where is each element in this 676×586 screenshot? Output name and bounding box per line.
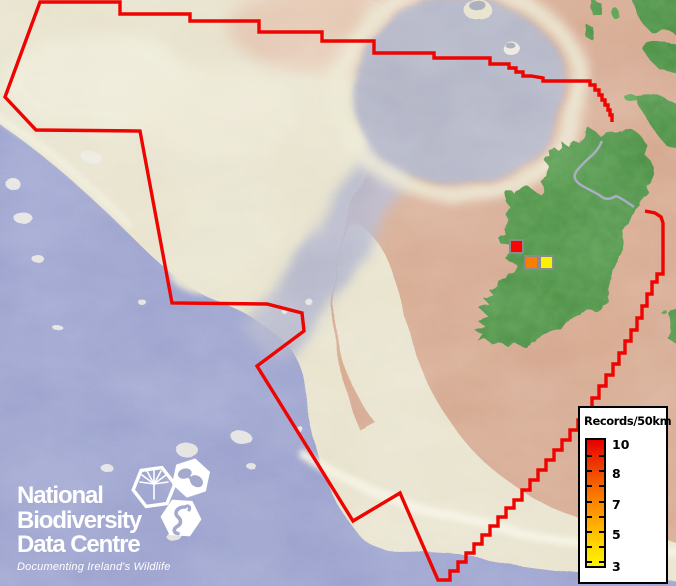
legend-panel: Records/50km 10 8 7 5 3	[578, 406, 672, 584]
legend-value: 7	[612, 497, 621, 512]
record-square-red	[509, 239, 524, 254]
logo-line-3: Data Centre	[17, 531, 141, 558]
record-square-yellow	[539, 255, 554, 270]
butterfly-hexagon-icon	[171, 458, 211, 498]
legend-tick	[599, 516, 604, 518]
nbdc-logo: National Biodiversity Data Centre Docume…	[17, 482, 171, 573]
legend-value: 8	[612, 466, 621, 481]
nbdc-logo-hexagons	[131, 458, 211, 537]
designated-area-boundary	[3, 0, 665, 582]
legend-tick	[599, 561, 604, 563]
legend-tick	[587, 455, 592, 457]
logo-tagline: Documenting Ireland's Wildlife	[17, 560, 171, 573]
legend-value: 5	[612, 527, 621, 542]
legend-tick	[587, 561, 592, 563]
record-square-orange	[524, 255, 539, 270]
legend-value: 10	[612, 437, 630, 452]
seahorse-hexagon-icon	[160, 499, 202, 537]
legend-tick	[599, 485, 604, 487]
northern-ireland-border	[573, 140, 635, 209]
legend-tick	[599, 455, 604, 457]
legend-tick	[587, 531, 592, 533]
legend-tick	[599, 546, 604, 548]
legend-color-ramp	[585, 438, 606, 568]
legend-tick	[587, 470, 592, 472]
logo-line-1: National	[17, 482, 104, 509]
logo-line-2: Biodiversity	[17, 506, 142, 534]
legend-tick	[587, 516, 592, 518]
legend-tick	[599, 531, 604, 533]
legend-tick	[599, 501, 604, 503]
legend-tick	[587, 546, 592, 548]
legend-tick	[587, 485, 592, 487]
legend-title: Records/50km	[584, 414, 672, 428]
plant-hexagon-icon	[131, 465, 177, 509]
legend-tick	[587, 501, 592, 503]
legend-value: 3	[612, 559, 621, 574]
legend-tick	[599, 470, 604, 472]
